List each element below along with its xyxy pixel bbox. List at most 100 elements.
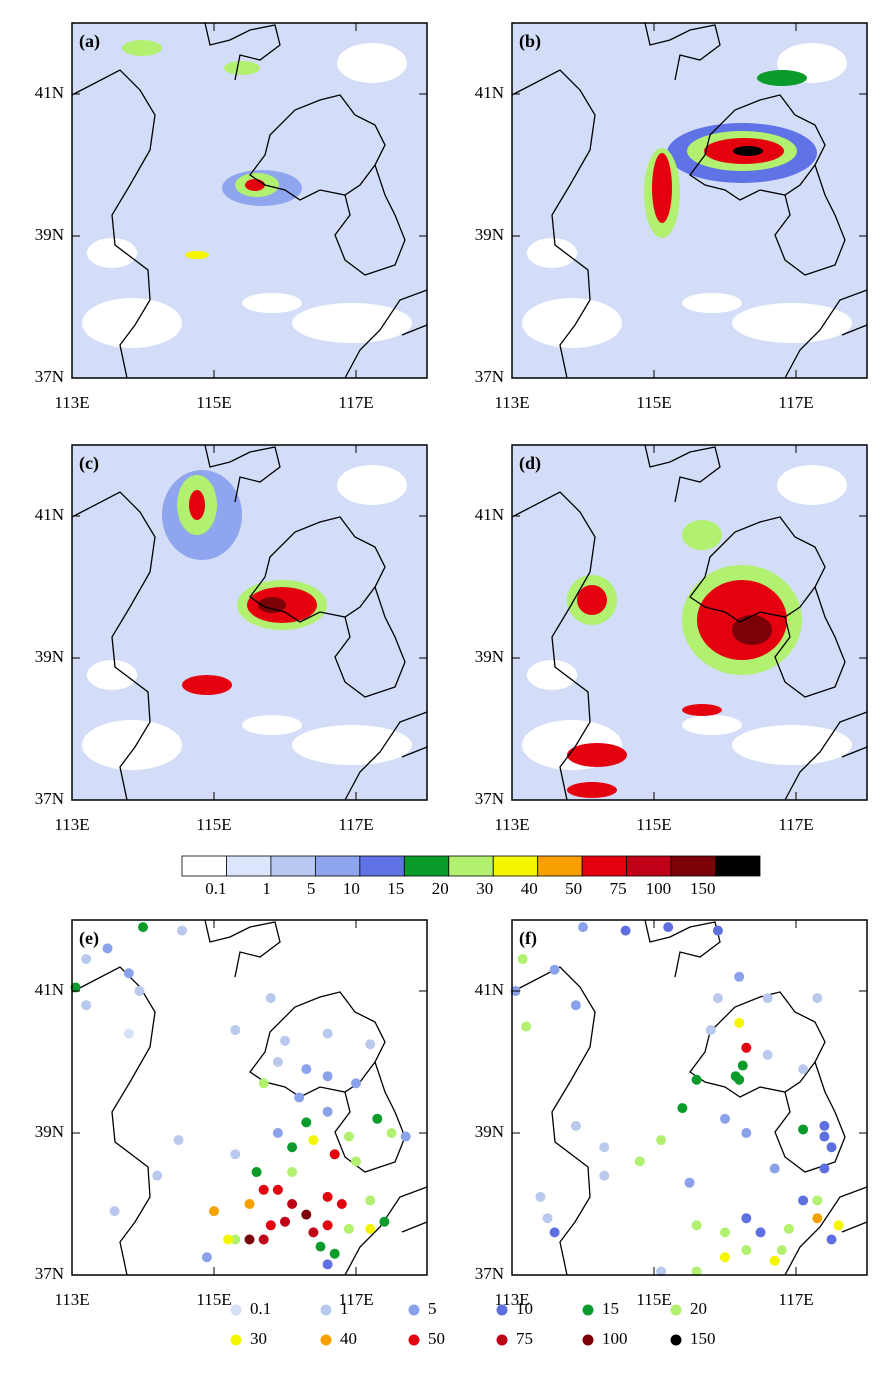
station-dot [812, 1213, 823, 1224]
station-dot [365, 1195, 376, 1206]
legend-dot [408, 1334, 420, 1346]
station-dot [798, 1064, 809, 1075]
shade-patch [337, 43, 407, 83]
station-dot [123, 1028, 134, 1039]
station-dot [798, 1195, 809, 1206]
boundary [841, 1221, 868, 1233]
boundary [689, 94, 826, 201]
boundary [71, 491, 156, 801]
station-dot [301, 1209, 312, 1220]
legend-label: 50 [428, 1329, 445, 1348]
boundary [784, 1186, 868, 1276]
colorbar-label: 5 [307, 879, 316, 898]
station-dot [173, 1135, 184, 1146]
boundary [689, 516, 826, 623]
boundary [644, 444, 721, 503]
station-dot [386, 1128, 397, 1138]
station-dot [230, 1234, 241, 1245]
map-frame [71, 22, 428, 379]
shade-patch [682, 293, 742, 313]
y-tick-label: 39N [35, 647, 64, 666]
station-dot [308, 1135, 319, 1146]
station-dot [322, 1071, 333, 1082]
y-tick-label: 37N [35, 367, 64, 386]
station-dot [741, 1042, 752, 1053]
station-dot [535, 1191, 546, 1202]
station-dot [549, 1227, 560, 1238]
station-dot [152, 1170, 163, 1181]
station-dot [783, 1223, 794, 1234]
station-dot [223, 1234, 234, 1245]
colorbar-label: 10 [343, 879, 360, 898]
station-dot [287, 1199, 298, 1209]
station-dot [737, 1060, 748, 1071]
boundary [401, 324, 428, 336]
station-dot [177, 925, 188, 936]
map-panel: 113E 115E 117E 37N 39N 41N (e) [35, 919, 428, 1309]
shade-patch [522, 298, 622, 348]
station-dot [599, 1142, 610, 1153]
station-dot [301, 1064, 312, 1075]
map-frame [71, 444, 428, 801]
x-tick-label: 117E [778, 1290, 813, 1309]
legend-label: 100 [602, 1329, 628, 1348]
y-tick-label: 39N [475, 1122, 504, 1141]
station-dot [329, 1248, 340, 1259]
legend-dot [230, 1304, 242, 1316]
station-dot [134, 986, 145, 996]
station-dot [549, 964, 560, 975]
station-dot [819, 1163, 830, 1174]
station-dot [762, 993, 773, 1004]
shade-patch [87, 660, 137, 690]
station-dot [812, 1195, 823, 1206]
legend-dot [408, 1304, 420, 1316]
station-dot [741, 1128, 752, 1138]
station-dot [294, 1092, 305, 1103]
station-dot [287, 1142, 298, 1153]
colorbar-label: 50 [565, 879, 582, 898]
station-dot [265, 1220, 276, 1231]
station-dot [656, 1266, 667, 1277]
station-dot [677, 1103, 688, 1114]
panel-label: (a) [79, 31, 100, 52]
x-tick-label: 117E [338, 393, 373, 412]
boundary [334, 1061, 406, 1173]
station-dot [634, 1156, 645, 1167]
colorbar-box [359, 855, 405, 877]
map-frame [511, 444, 868, 801]
shade-patch [732, 303, 852, 343]
colorbar-box [492, 855, 539, 877]
x-tick-label: 115E [636, 393, 671, 412]
station-dot [230, 1025, 241, 1036]
shade-patch [292, 725, 412, 765]
station-dot [769, 1255, 780, 1266]
y-tick-label: 41N [475, 505, 504, 524]
station-dot [542, 1213, 553, 1224]
y-tick-label: 39N [475, 647, 504, 666]
x-tick-label: 115E [196, 815, 231, 834]
station-dot [819, 1131, 830, 1142]
boundary [774, 586, 846, 698]
boundary [784, 711, 868, 801]
panel-label: (f) [519, 928, 537, 949]
station-dot [776, 1245, 787, 1256]
shade-patch [185, 251, 209, 259]
station-dot [81, 954, 92, 965]
station-dot [712, 993, 723, 1004]
legend-label: 10 [516, 1299, 533, 1318]
colorbar-box [715, 855, 761, 877]
station-dot [663, 922, 674, 933]
x-tick-label: 115E [196, 393, 231, 412]
station-dot [769, 1163, 780, 1174]
x-tick-label: 113E [54, 815, 89, 834]
boundary [204, 444, 281, 503]
station-dot [109, 1206, 120, 1217]
x-tick-label: 117E [778, 393, 813, 412]
panel-label: (e) [79, 928, 99, 949]
legend-label: 20 [690, 1299, 707, 1318]
station-dot [705, 1025, 716, 1036]
boundary [334, 164, 406, 276]
boundary [841, 746, 868, 758]
boundary [204, 22, 281, 81]
